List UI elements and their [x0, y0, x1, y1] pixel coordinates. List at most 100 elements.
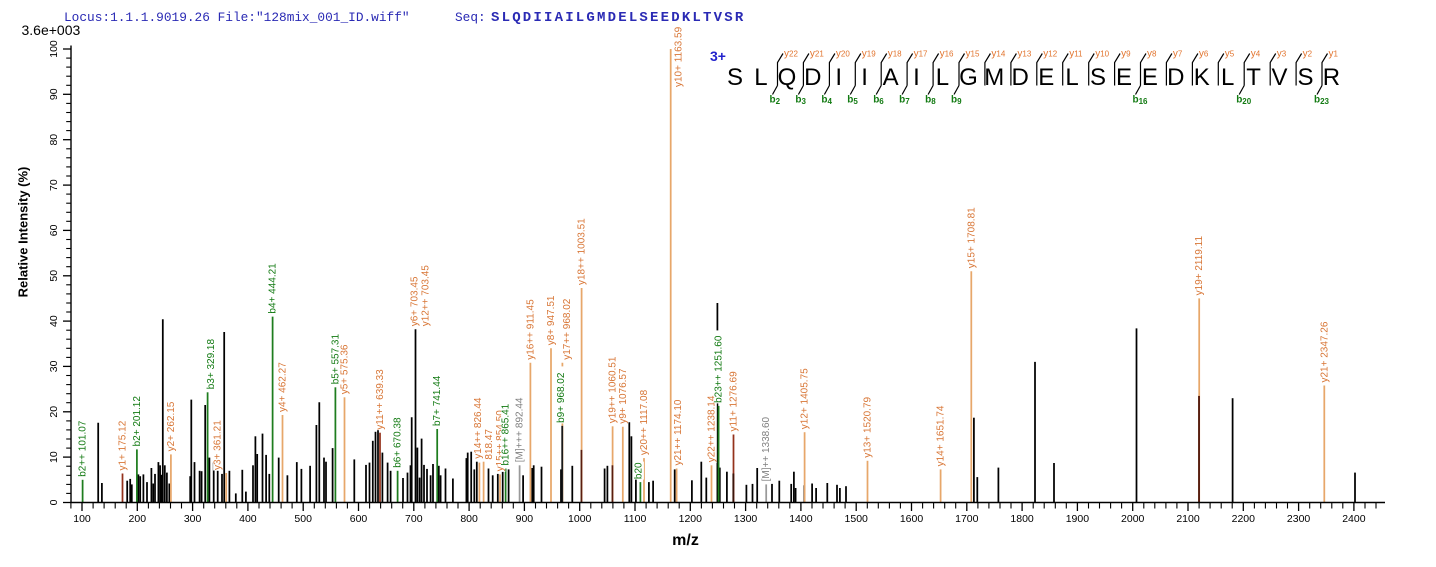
svg-text:b4+ 444.21: b4+ 444.21 — [268, 263, 279, 314]
svg-text:1500: 1500 — [845, 513, 869, 525]
svg-text:b5: b5 — [847, 95, 858, 107]
svg-text:y1: y1 — [1329, 49, 1339, 60]
svg-text:D: D — [1012, 64, 1029, 91]
svg-text:y21+ 2347.26: y21+ 2347.26 — [1319, 321, 1330, 382]
svg-text:1200: 1200 — [679, 513, 703, 525]
svg-text:1900: 1900 — [1066, 513, 1090, 525]
svg-text:b8: b8 — [925, 95, 936, 107]
svg-text:y14+ 1651.74: y14+ 1651.74 — [936, 405, 947, 466]
svg-text:Locus:1.1.1.9019.26 File:"128m: Locus:1.1.1.9019.26 File:"128mix_001_ID.… — [64, 10, 410, 25]
svg-text:y4: y4 — [1251, 49, 1261, 60]
svg-text:y14: y14 — [991, 49, 1005, 60]
svg-text:b5+ 557.31: b5+ 557.31 — [330, 334, 341, 385]
svg-text:0: 0 — [48, 499, 60, 505]
svg-text:2000: 2000 — [1121, 513, 1145, 525]
svg-text:1400: 1400 — [789, 513, 813, 525]
svg-text:2100: 2100 — [1176, 513, 1200, 525]
svg-text:b2+ 201.12: b2+ 201.12 — [132, 396, 143, 447]
svg-text:y22++ 1238.14: y22++ 1238.14 — [707, 395, 718, 462]
svg-text:Q: Q — [778, 64, 797, 91]
svg-text:y11++ 639.33: y11++ 639.33 — [375, 369, 386, 430]
svg-text:y21: y21 — [810, 49, 824, 60]
svg-text:y20++ 1117.08: y20++ 1117.08 — [639, 389, 650, 455]
svg-text:y15: y15 — [966, 49, 980, 60]
svg-text:I: I — [913, 64, 920, 91]
svg-text:y11: y11 — [1069, 49, 1083, 60]
svg-text:y20: y20 — [836, 49, 850, 60]
svg-text:D: D — [1167, 64, 1184, 91]
svg-text:E: E — [1116, 64, 1132, 91]
svg-text:1600: 1600 — [900, 513, 924, 525]
svg-text:70: 70 — [48, 179, 60, 191]
svg-text:500: 500 — [294, 513, 312, 525]
svg-text:b7: b7 — [899, 95, 910, 107]
svg-text:Relative Intensity (%): Relative Intensity (%) — [16, 167, 31, 298]
svg-text:60: 60 — [48, 224, 60, 236]
svg-text:y15+ 1708.81: y15+ 1708.81 — [966, 207, 977, 268]
svg-text:y5+ 575.36: y5+ 575.36 — [340, 344, 351, 394]
svg-text:V: V — [1271, 64, 1287, 91]
svg-text:b3+ 329.18: b3+ 329.18 — [206, 339, 217, 390]
svg-text:1800: 1800 — [1010, 513, 1034, 525]
svg-text:y6+ 703.45: y6+ 703.45 — [410, 276, 421, 326]
svg-text:y3+ 361.21: y3+ 361.21 — [213, 420, 224, 470]
svg-text:y21++ 1174.10: y21++ 1174.10 — [673, 399, 684, 465]
svg-text:b9: b9 — [951, 95, 962, 107]
svg-text:2300: 2300 — [1287, 513, 1311, 525]
svg-text:b7+ 741.44: b7+ 741.44 — [432, 375, 443, 426]
svg-text:y19++ 1060.51: y19++ 1060.51 — [608, 356, 619, 423]
svg-text:b23: b23 — [1314, 95, 1330, 107]
svg-text:y11+ 1276.69: y11+ 1276.69 — [729, 371, 740, 432]
svg-text:3+: 3+ — [710, 48, 726, 64]
svg-text:y12++ 703.45: y12++ 703.45 — [420, 265, 431, 327]
svg-text:600: 600 — [350, 513, 368, 525]
svg-text:700: 700 — [405, 513, 423, 525]
svg-text:1000: 1000 — [568, 513, 592, 525]
svg-text:S: S — [1090, 64, 1106, 91]
svg-text:y5: y5 — [1225, 49, 1235, 60]
svg-text:y16: y16 — [940, 49, 954, 60]
svg-text:y4+ 462.27: y4+ 462.27 — [278, 362, 289, 412]
svg-text:y9+ 1076.57: y9+ 1076.57 — [618, 368, 629, 424]
svg-text:K: K — [1194, 64, 1210, 91]
svg-text:900: 900 — [516, 513, 534, 525]
svg-text:y10: y10 — [1095, 49, 1109, 60]
svg-text:400: 400 — [239, 513, 257, 525]
svg-text:S: S — [727, 64, 743, 91]
svg-text:b23++ 1251.60: b23++ 1251.60 — [714, 335, 725, 403]
svg-text:2200: 2200 — [1232, 513, 1256, 525]
svg-text:800: 800 — [460, 513, 478, 525]
svg-text:Seq:: Seq: — [455, 10, 486, 25]
svg-text:1100: 1100 — [624, 513, 647, 525]
svg-text:1700: 1700 — [955, 513, 979, 525]
svg-text:y2: y2 — [1303, 49, 1313, 60]
svg-text:A: A — [883, 64, 899, 91]
svg-text:y8: y8 — [1147, 49, 1157, 60]
svg-text:y8+ 947.51: y8+ 947.51 — [546, 295, 557, 345]
svg-text:E: E — [1142, 64, 1158, 91]
svg-text:y13+ 1520.79: y13+ 1520.79 — [863, 396, 874, 457]
svg-text:30: 30 — [48, 360, 60, 372]
svg-text:3.6e+003: 3.6e+003 — [22, 22, 81, 38]
svg-text:L: L — [754, 64, 767, 91]
svg-text:D: D — [804, 64, 821, 91]
svg-text:R: R — [1323, 64, 1340, 91]
svg-text:y19+ 2119.11: y19+ 2119.11 — [1194, 236, 1205, 296]
svg-text:L: L — [1065, 64, 1078, 91]
svg-text:y12+ 1405.75: y12+ 1405.75 — [800, 368, 811, 429]
svg-text:10: 10 — [48, 451, 60, 463]
svg-text:b20: b20 — [1236, 95, 1252, 107]
svg-text:20: 20 — [48, 406, 60, 418]
svg-text:b20: b20 — [634, 462, 645, 479]
svg-text:80: 80 — [48, 134, 60, 146]
svg-text:818.47: 818.47 — [484, 429, 495, 460]
svg-text:b9+ 968.02: b9+ 968.02 — [556, 372, 567, 423]
svg-text:y6: y6 — [1199, 49, 1209, 60]
svg-text:2400: 2400 — [1342, 513, 1366, 525]
svg-text:y19: y19 — [862, 49, 876, 60]
svg-text:100: 100 — [48, 40, 60, 58]
svg-text:y13: y13 — [1017, 49, 1031, 60]
svg-text:y18++ 1003.51: y18++ 1003.51 — [577, 218, 588, 285]
svg-text:y15++ 854.50: y15++ 854.50 — [495, 410, 506, 472]
svg-text:90: 90 — [48, 88, 60, 100]
